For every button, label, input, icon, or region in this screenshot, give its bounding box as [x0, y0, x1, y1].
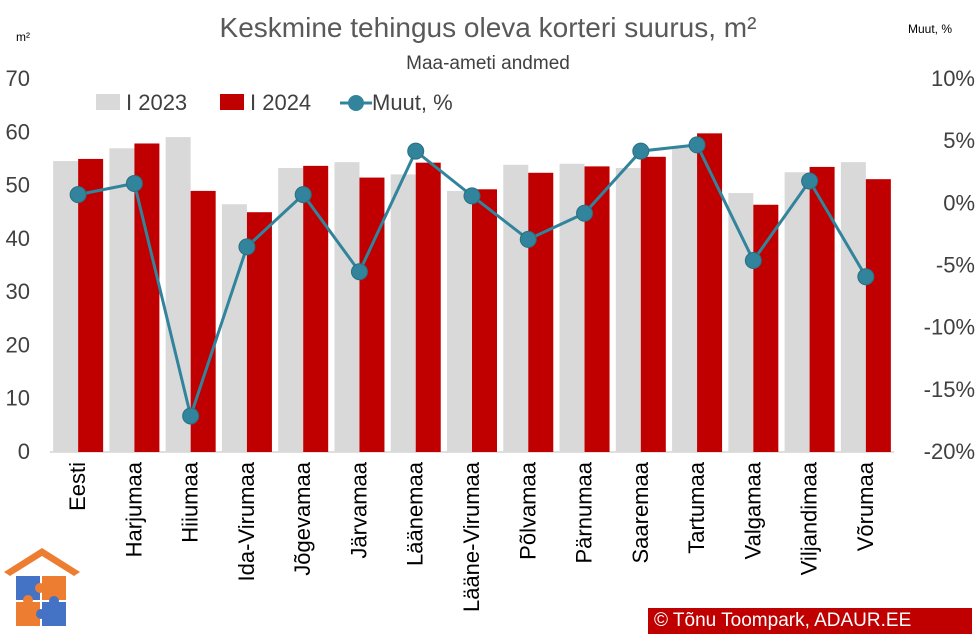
category-label: Pärnumaa	[572, 461, 597, 563]
y-left-tick-label: 60	[6, 119, 30, 144]
category-label: Viljandimaa	[797, 461, 822, 575]
category-label: Valgamaa	[740, 461, 765, 559]
y-right-tick-label: -10%	[924, 315, 975, 340]
category-label: Järvamaa	[346, 461, 371, 558]
category-label: Põlvamaa	[515, 461, 540, 560]
change-marker	[801, 172, 819, 190]
bar-i-2023	[53, 161, 79, 452]
change-marker	[519, 230, 537, 248]
category-label: Võrumaa	[853, 461, 878, 551]
bar-i-2024	[809, 166, 835, 452]
bar-i-2023	[390, 174, 416, 453]
bar-i-2023	[503, 164, 529, 453]
chart-title: Keskmine tehingus oleva korteri suurus, …	[219, 12, 757, 43]
y-left-tick-label: 40	[6, 226, 30, 251]
category-label: Jõgevamaa	[290, 461, 315, 576]
bar-i-2023	[784, 172, 810, 452]
bar-i-2024	[415, 162, 441, 452]
category-label: Lääne-Virumaa	[459, 461, 484, 612]
category-label: Hiiumaa	[178, 461, 203, 542]
bar-i-2024	[697, 133, 723, 452]
change-marker	[463, 187, 481, 205]
right-axis-unit: Muut, %	[908, 22, 953, 36]
change-marker	[350, 263, 368, 281]
change-marker	[688, 136, 706, 154]
bar-i-2024	[303, 165, 329, 452]
y-left-tick-label: 0	[18, 439, 30, 464]
bar-i-2024	[528, 172, 554, 453]
category-label: Ida-Virumaa	[234, 461, 259, 581]
category-label: Harjumaa	[121, 461, 146, 557]
legend-swatch-i-2023	[96, 94, 120, 110]
category-label: Eesti	[65, 462, 90, 511]
legend-swatch-i-2024	[220, 94, 244, 110]
y-left-tick-label: 10	[6, 386, 30, 411]
legend-label-i-2024: I 2024	[250, 90, 311, 115]
change-marker	[69, 186, 87, 204]
bar-i-2024	[640, 156, 666, 452]
y-left-tick-label: 30	[6, 279, 30, 304]
bar-i-2024	[78, 158, 104, 452]
category-label: Tartumaa	[684, 461, 709, 553]
copyright-credit: © Tõnu Toompark, ADAUR.EE	[648, 608, 972, 634]
bar-i-2024	[865, 179, 891, 453]
change-marker	[238, 238, 256, 256]
bar-i-2023	[447, 190, 472, 452]
bar-i-2023	[278, 167, 304, 453]
y-right-tick-label: 10%	[931, 66, 975, 91]
legend-marker-muut	[348, 95, 364, 111]
change-marker	[744, 252, 762, 270]
change-marker	[576, 204, 594, 222]
puzzle-house-logo	[4, 548, 80, 626]
bar-i-2023	[840, 162, 866, 452]
bar-i-2023	[109, 148, 135, 452]
y-right-tick-label: -5%	[936, 253, 975, 278]
y-left-tick-label: 20	[6, 332, 30, 357]
change-marker	[182, 407, 200, 425]
y-right-tick-label: 0%	[943, 190, 975, 215]
category-label: Läänemaa	[403, 461, 428, 566]
legend-label-muut: Muut, %	[372, 90, 453, 115]
y-right-tick-label: 5%	[943, 128, 975, 153]
category-label: Saaremaa	[628, 461, 653, 563]
bar-i-2024	[190, 190, 216, 452]
bar-i-2023	[615, 167, 641, 453]
bar-i-2024	[359, 177, 385, 453]
bar-i-2024	[753, 204, 779, 452]
y-right-tick-label: -20%	[924, 439, 975, 464]
change-marker	[632, 142, 650, 160]
y-left-tick-label: 50	[6, 173, 30, 198]
chart-subtitle: Maa-ameti andmed	[406, 53, 570, 74]
change-marker	[857, 268, 875, 286]
legend-label-i-2023: I 2023	[126, 90, 187, 115]
bar-i-2023	[672, 147, 698, 452]
bar-i-2023	[334, 162, 360, 452]
change-marker	[407, 142, 425, 160]
bar-i-2024	[472, 189, 497, 452]
y-right-tick-label: -15%	[924, 377, 975, 402]
y-left-tick-label: 70	[6, 66, 30, 91]
left-axis-unit: m²	[16, 30, 30, 44]
change-marker	[125, 174, 143, 192]
change-marker	[294, 186, 312, 204]
